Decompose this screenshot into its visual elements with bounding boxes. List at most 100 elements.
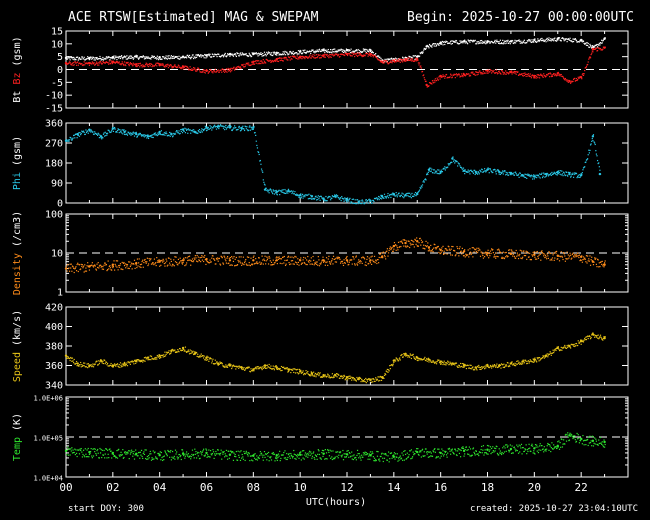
data-dot bbox=[345, 48, 348, 50]
data-dot bbox=[476, 172, 478, 174]
data-dot bbox=[541, 252, 544, 254]
data-dot bbox=[340, 200, 342, 202]
data-dot bbox=[506, 255, 508, 257]
data-dot bbox=[479, 366, 482, 369]
data-dot bbox=[389, 365, 391, 367]
data-dot bbox=[100, 359, 102, 361]
data-dot bbox=[138, 360, 140, 362]
data-dot bbox=[512, 363, 514, 365]
data-dot bbox=[431, 361, 434, 363]
data-dot bbox=[461, 40, 463, 42]
data-dot bbox=[438, 76, 440, 78]
data-dot bbox=[218, 126, 220, 128]
data-dot bbox=[255, 60, 257, 62]
data-dot bbox=[532, 75, 534, 77]
data-dot bbox=[179, 257, 181, 259]
data-dot bbox=[503, 366, 506, 369]
data-dot bbox=[579, 259, 581, 262]
data-dot bbox=[270, 61, 273, 63]
data-dot bbox=[506, 42, 508, 44]
data-dot bbox=[503, 363, 505, 365]
data-dot bbox=[259, 53, 261, 55]
data-dot bbox=[486, 254, 488, 256]
data-dot bbox=[266, 259, 268, 261]
data-dot bbox=[133, 263, 135, 265]
data-dot bbox=[508, 364, 510, 366]
data-dot bbox=[193, 68, 195, 70]
data-dot bbox=[116, 363, 118, 366]
data-dot bbox=[488, 253, 490, 255]
data-dot bbox=[297, 50, 300, 52]
data-dot bbox=[398, 358, 400, 360]
data-dot bbox=[197, 353, 199, 355]
data-dot bbox=[551, 259, 553, 261]
data-dot bbox=[585, 159, 588, 161]
data-dot bbox=[544, 75, 546, 77]
data-dot bbox=[291, 52, 293, 54]
data-dot bbox=[454, 364, 456, 366]
data-dot bbox=[558, 74, 560, 76]
data-dot bbox=[413, 195, 415, 198]
data-dot bbox=[554, 172, 557, 174]
data-dot bbox=[135, 54, 137, 56]
data-dot bbox=[177, 348, 179, 351]
data-dot bbox=[504, 42, 506, 45]
data-dot bbox=[250, 257, 252, 259]
data-dot bbox=[296, 262, 298, 264]
data-dot bbox=[340, 48, 342, 50]
data-dot bbox=[247, 264, 249, 266]
data-dot bbox=[338, 374, 340, 376]
data-dot bbox=[333, 196, 335, 198]
data-dot bbox=[335, 196, 337, 199]
data-dot bbox=[465, 40, 467, 42]
data-dot bbox=[129, 132, 132, 134]
data-dot bbox=[260, 168, 263, 170]
data-dot bbox=[472, 171, 474, 173]
data-dot bbox=[135, 263, 137, 265]
data-dot bbox=[483, 366, 485, 368]
data-dot bbox=[109, 364, 112, 367]
data-dot bbox=[128, 57, 130, 59]
data-dot bbox=[188, 259, 190, 261]
data-point bbox=[427, 246, 431, 249]
data-dot bbox=[520, 73, 523, 75]
data-dot bbox=[260, 52, 262, 54]
data-dot bbox=[348, 200, 350, 202]
data-dot bbox=[515, 249, 517, 252]
data-dot bbox=[455, 73, 458, 75]
data-dot bbox=[317, 198, 319, 201]
data-dot bbox=[192, 350, 194, 352]
data-dot bbox=[147, 56, 149, 58]
data-dot bbox=[145, 64, 147, 66]
data-dot bbox=[472, 366, 474, 368]
data-dot bbox=[122, 58, 124, 60]
data-dot bbox=[386, 368, 389, 371]
data-dot bbox=[392, 365, 394, 367]
data-dot bbox=[142, 64, 144, 66]
data-dot bbox=[441, 361, 444, 364]
data-dot bbox=[306, 56, 308, 58]
data-dot bbox=[261, 170, 263, 172]
data-dot bbox=[435, 44, 438, 46]
data-dot bbox=[595, 153, 598, 155]
data-dot bbox=[82, 365, 84, 367]
data-dot bbox=[339, 377, 341, 379]
data-dot bbox=[330, 48, 332, 51]
data-dot bbox=[357, 261, 359, 264]
data-dot bbox=[122, 268, 124, 271]
data-dot bbox=[428, 47, 430, 49]
data-dot bbox=[515, 365, 517, 367]
data-dot bbox=[190, 132, 192, 134]
data-dot bbox=[195, 70, 197, 72]
data-dot bbox=[257, 63, 259, 65]
data-dot bbox=[313, 50, 315, 53]
data-dot bbox=[168, 350, 170, 352]
data-dot bbox=[236, 264, 238, 266]
data-dot bbox=[101, 362, 103, 364]
data-dot bbox=[346, 53, 348, 55]
data-dot bbox=[72, 64, 74, 67]
data-dot bbox=[499, 39, 501, 41]
data-dot bbox=[553, 351, 555, 354]
data-dot bbox=[505, 364, 507, 366]
data-dot bbox=[452, 362, 454, 364]
